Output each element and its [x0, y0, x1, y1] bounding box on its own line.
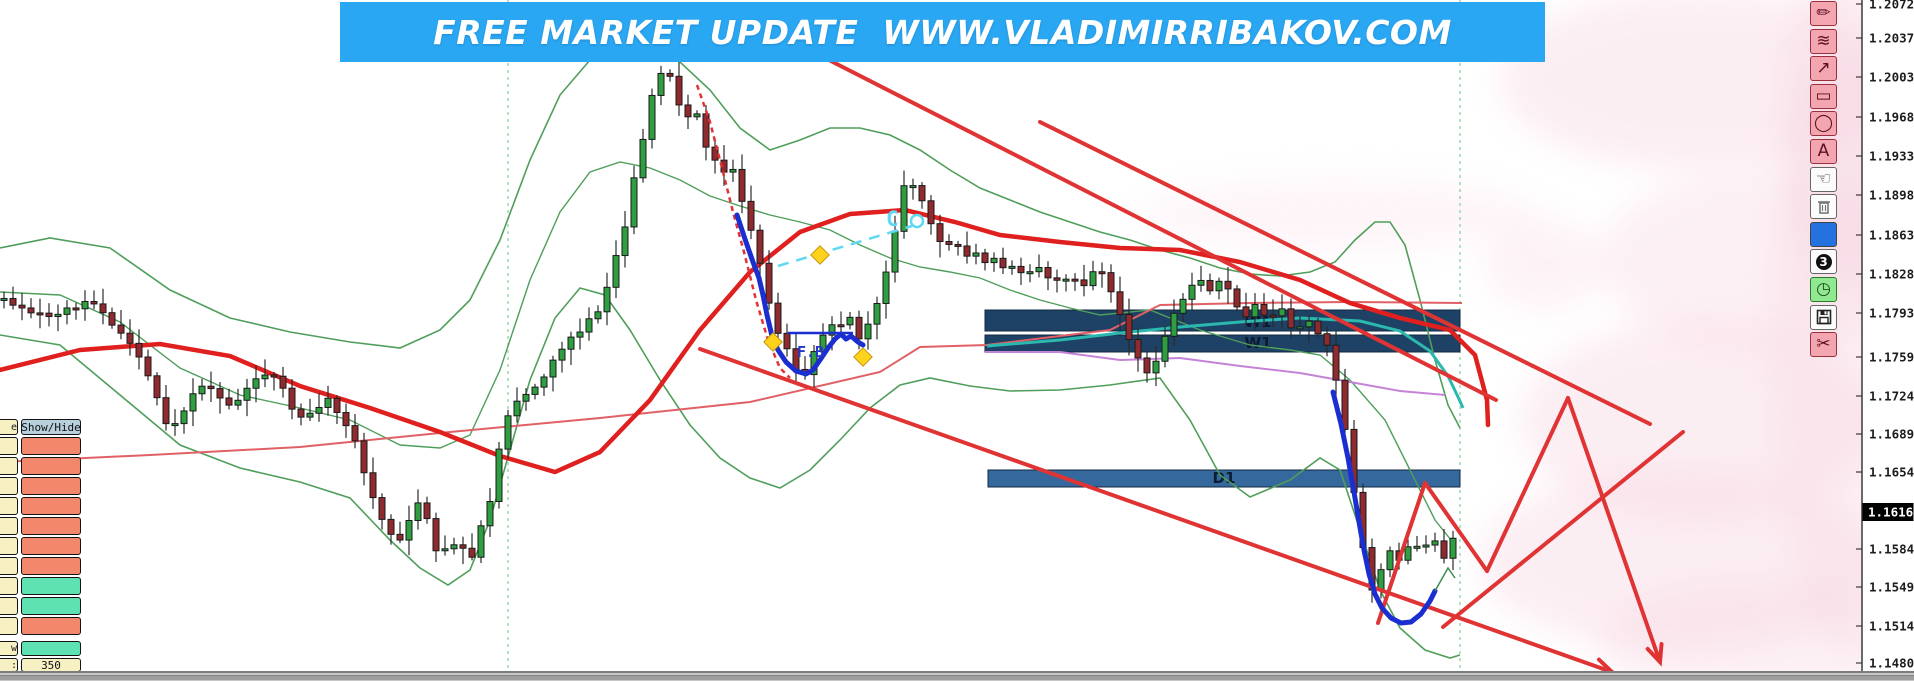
price-axis-label: 1.16540 [1869, 465, 1914, 480]
price-axis-label: 1.18980 [1869, 188, 1914, 203]
svg-text:W1: W1 [1245, 334, 1272, 352]
panel-clipped-cell[interactable] [0, 537, 18, 555]
svg-text:F.B: F.B [797, 343, 824, 361]
price-axis-label: 1.20370 [1869, 31, 1914, 46]
save-icon[interactable] [1810, 304, 1837, 330]
analysis-annotations: F.B C [695, 56, 1685, 676]
indicator-toggle-button[interactable] [21, 437, 81, 455]
price-axis-label: 1.20720 [1869, 0, 1914, 12]
price-axis-label: 1.15840 [1869, 542, 1914, 557]
price-axis-label: 1.19330 [1869, 149, 1914, 164]
panel-clipped-cell[interactable] [0, 557, 18, 575]
text-tool-icon[interactable]: A [1810, 139, 1837, 164]
price-axis-label: 1.18630 [1869, 228, 1914, 243]
price-axis-label: 1.18280 [1869, 267, 1914, 282]
price-axis-label: 1.20030 [1869, 70, 1914, 85]
price-axis-label: 1.16890 [1869, 427, 1914, 442]
indicator-toggle-button[interactable] [21, 537, 81, 555]
indicator-toggle-button[interactable] [21, 497, 81, 515]
price-axis-label: 1.15140 [1869, 619, 1914, 634]
panel-clipped-cell[interactable] [0, 457, 18, 475]
three-badge-icon[interactable]: 3 [1810, 249, 1837, 275]
svg-text:C: C [886, 207, 899, 231]
panel-clipped-cell[interactable]: w [0, 641, 18, 656]
indicator-toggle-button[interactable] [21, 477, 81, 495]
panel-clipped-cell[interactable] [0, 597, 18, 615]
candlesticks [0, 62, 1457, 603]
price-axis-label: 1.19680 [1869, 110, 1914, 125]
indicator-toggle-button[interactable] [21, 557, 81, 575]
trash-icon[interactable] [1810, 194, 1837, 220]
price-axis-label: 1.17590 [1869, 350, 1914, 365]
price-axis: 1.20720 1.20370 1.20030 1.19680 1.19330 1.189… [1856, 0, 1914, 681]
color-swatch-icon[interactable] [1810, 221, 1837, 247]
indicator-toggle-button[interactable] [21, 457, 81, 475]
price-axis-label: 1.14800 [1869, 656, 1914, 671]
bollinger-bands [0, 47, 1461, 659]
panel-clipped-cell[interactable]: : [0, 658, 18, 672]
trend-arrow-icon[interactable]: ↗ [1810, 56, 1837, 82]
moving-averages [0, 207, 1491, 475]
price-axis-label: 1.17930 [1869, 306, 1914, 321]
panel-clipped-cell[interactable] [0, 437, 18, 455]
price-axis-label: 1.17240 [1869, 389, 1914, 404]
panel-clipped-cell[interactable] [0, 617, 18, 635]
clock-icon[interactable]: ◷ [1810, 277, 1837, 302]
panel-clipped-cell[interactable] [0, 477, 18, 495]
pencil-icon[interactable]: ✏ [1810, 1, 1837, 26]
ellipse-icon[interactable]: ◯ [1810, 111, 1837, 137]
panel-clipped-cell[interactable] [0, 517, 18, 535]
price-axis-label: 1.15490 [1869, 580, 1914, 595]
promo-banner-text: FREE MARKET UPDATE WWW.VLADIMIRRIBAKOV.C… [433, 12, 1452, 52]
indicator-toggle-button[interactable] [21, 597, 81, 615]
waves-icon[interactable]: ≋ [1810, 28, 1837, 54]
panel-clipped-cell[interactable] [0, 497, 18, 515]
rectangle-icon[interactable]: ▭ [1810, 83, 1837, 109]
horizontal-scrollbar[interactable] [0, 671, 1914, 681]
indicator-toggle-button[interactable] [21, 617, 81, 635]
panel-footer-button[interactable] [21, 641, 81, 656]
show-hide-button[interactable]: Show/Hide [21, 419, 81, 435]
promo-banner: FREE MARKET UPDATE WWW.VLADIMIRRIBAKOV.C… [340, 2, 1545, 62]
indicator-toggle-button[interactable] [21, 577, 81, 595]
panel-clipped-cell[interactable] [0, 577, 18, 595]
period-value-field[interactable]: 350 [21, 658, 81, 672]
panel-clipped-cell[interactable]: e [0, 419, 18, 435]
scissors-icon[interactable]: ✂ [1810, 332, 1837, 358]
indicator-toggle-button[interactable] [21, 517, 81, 535]
pointer-icon[interactable]: ☜ [1810, 166, 1837, 192]
current-price-badge: 1.16162 [1868, 505, 1914, 520]
